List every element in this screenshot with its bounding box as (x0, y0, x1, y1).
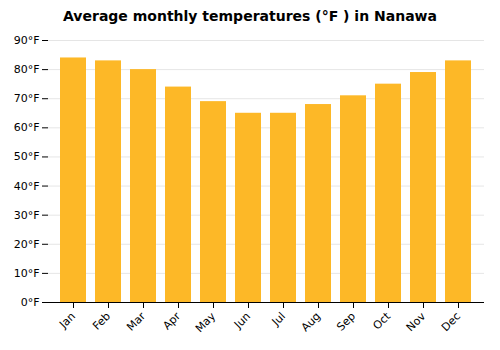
svg-text:Apr: Apr (160, 309, 183, 332)
svg-text:80°F: 80°F (14, 63, 40, 76)
svg-text:Oct: Oct (370, 309, 393, 332)
svg-text:Sep: Sep (334, 310, 358, 334)
svg-text:Jun: Jun (231, 310, 253, 332)
svg-text:Jan: Jan (56, 310, 78, 332)
html-text:Average monthly temperatures (: Average monthly temperatures (°F ) in Na… (63, 8, 437, 24)
svg-text:0°F: 0°F (21, 296, 40, 309)
svg-text:20°F: 20°F (14, 238, 40, 251)
svg-text:Mar: Mar (124, 309, 148, 333)
svg-text:40°F: 40°F (14, 180, 40, 193)
svg-text:Aug: Aug (299, 310, 323, 334)
svg-text:70°F: 70°F (14, 92, 40, 105)
svg-text:10°F: 10°F (14, 267, 40, 280)
svg-text:90°F: 90°F (14, 34, 40, 47)
svg-text:60°F: 60°F (14, 121, 40, 134)
svg-text:Dec: Dec (439, 310, 463, 334)
svg-text:Nov: Nov (404, 309, 429, 334)
svg-text:Jul: Jul (269, 310, 288, 329)
svg-text:May: May (193, 309, 219, 335)
svg-text:Feb: Feb (90, 310, 113, 333)
svg-text:30°F: 30°F (14, 209, 40, 222)
svg-text:50°F: 50°F (14, 150, 40, 163)
